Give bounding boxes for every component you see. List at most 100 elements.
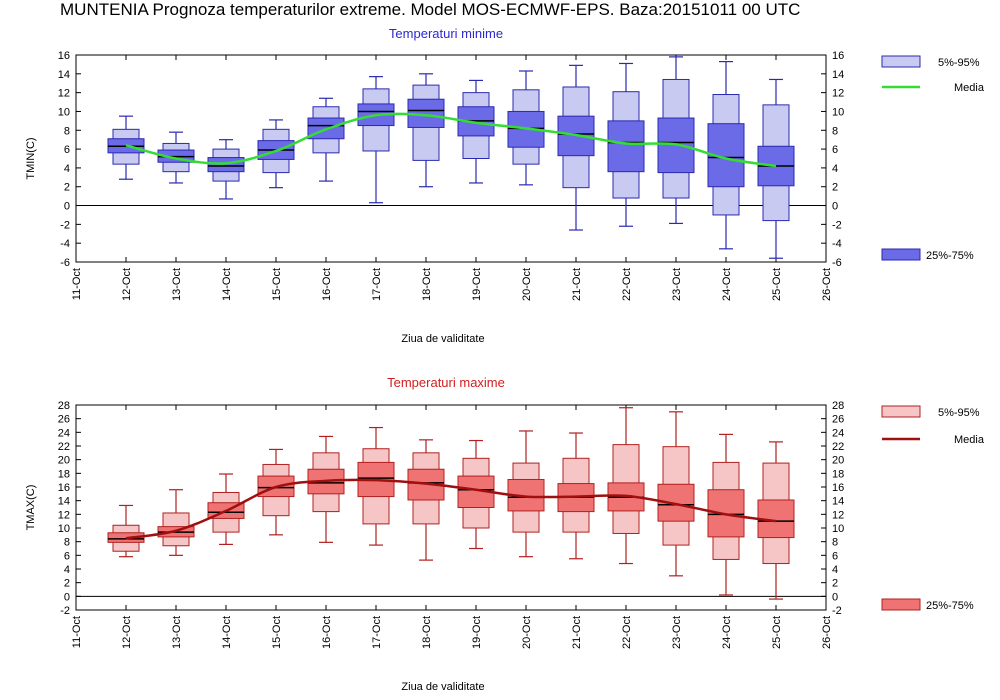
y-tick-label-right: 16 [832, 50, 844, 62]
x-tick-label: 17-Oct [371, 268, 383, 301]
y-tick-label-left: 18 [58, 468, 70, 480]
y-tick-label-left: 16 [58, 50, 70, 62]
x-tick-label: 24-Oct [721, 268, 733, 301]
y-tick-label-left: 12 [58, 509, 70, 521]
y-tick-label-right: 14 [832, 69, 844, 81]
y-axis-label: TMIN(C) [25, 137, 37, 179]
page-title: MUNTENIA Prognoza temperaturilor extreme… [60, 0, 801, 19]
x-tick-label: 17-Oct [371, 616, 383, 649]
y-tick-label-right: -6 [832, 257, 842, 269]
x-tick-label: 19-Oct [471, 616, 483, 649]
x-axis-label: Ziua de validitate [401, 333, 484, 345]
y-tick-label-right: 4 [832, 564, 838, 576]
y-tick-label-left: 24 [58, 427, 70, 439]
x-tick-label: 22-Oct [621, 616, 633, 649]
x-tick-label: 15-Oct [271, 268, 283, 301]
y-tick-label-right: 16 [832, 482, 844, 494]
y-tick-label-left: -6 [60, 257, 70, 269]
x-tick-label: 13-Oct [171, 268, 183, 301]
y-tick-label-left: 14 [58, 496, 70, 508]
y-tick-label-left: 2 [64, 182, 70, 194]
y-tick-label-right: -2 [832, 219, 842, 231]
x-tick-label: 14-Oct [221, 616, 233, 649]
y-tick-label-left: 0 [64, 591, 70, 603]
y-tick-label-left: 4 [64, 564, 70, 576]
x-tick-label: 18-Oct [421, 268, 433, 301]
y-tick-label-right: 8 [832, 125, 838, 137]
y-tick-label-right: 0 [832, 201, 838, 213]
y-tick-label-right: 12 [832, 509, 844, 521]
media-series-line [125, 478, 777, 540]
plot-frame [75, 404, 827, 611]
legend-label-media: Media [954, 82, 985, 94]
x-tick-label: 23-Oct [671, 616, 683, 649]
x-tick-label: 15-Oct [271, 616, 283, 649]
y-tick-label-right: 20 [832, 455, 844, 467]
y-tick-label-left: 28 [58, 400, 70, 412]
tmin-title: Temperaturi minime [389, 26, 503, 41]
x-tick-label: 22-Oct [621, 268, 633, 301]
x-tick-label: 14-Oct [221, 268, 233, 301]
x-tick-label: 20-Oct [521, 268, 533, 301]
box-25-75 [607, 120, 645, 173]
x-tick-label: 11-Oct [71, 616, 83, 648]
y-tick-label-right: 6 [832, 550, 838, 562]
y-tick-label-right: 4 [832, 163, 838, 175]
y-tick-label-left: 8 [64, 125, 70, 137]
legend-label-25-75: 25%-75% [926, 250, 974, 262]
y-tick-label-left: -2 [60, 605, 70, 617]
legend-swatch-25-75 [881, 248, 921, 261]
y-tick-label-left: 8 [64, 537, 70, 549]
legend-label-5-95: 5%-95% [938, 57, 980, 69]
y-tick-label-left: 26 [58, 414, 70, 426]
y-tick-label-right: -4 [832, 238, 842, 250]
y-tick-label-right: 18 [832, 468, 844, 480]
legend-label-media: Media [954, 434, 985, 446]
y-tick-label-left: 22 [58, 441, 70, 453]
x-tick-label: 19-Oct [471, 268, 483, 301]
x-tick-label: 26-Oct [821, 616, 833, 649]
x-tick-label: 25-Oct [771, 268, 783, 301]
x-tick-label: 25-Oct [771, 616, 783, 649]
y-tick-label-left: 10 [58, 523, 70, 535]
y-tick-label-right: 8 [832, 537, 838, 549]
y-tick-label-right: 24 [832, 427, 844, 439]
y-tick-label-left: 10 [58, 106, 70, 118]
y-tick-label-right: 0 [832, 591, 838, 603]
y-tick-label-left: 6 [64, 144, 70, 156]
y-axis-label: TMAX(C) [25, 485, 37, 531]
legend-swatch-5-95 [881, 405, 921, 418]
legend-label-5-95: 5%-95% [938, 407, 980, 419]
y-tick-label-right: 14 [832, 496, 844, 508]
legend-swatch-5-95 [881, 55, 921, 68]
y-tick-label-right: 28 [832, 400, 844, 412]
plot-frame [75, 54, 827, 263]
x-tick-label: 26-Oct [821, 268, 833, 301]
y-tick-label-right: 26 [832, 414, 844, 426]
x-tick-label: 18-Oct [421, 616, 433, 649]
y-tick-label-left: 6 [64, 550, 70, 562]
y-tick-label-left: 16 [58, 482, 70, 494]
y-tick-label-left: -4 [60, 238, 70, 250]
y-tick-label-right: 22 [832, 441, 844, 453]
tmin-panel: Temperaturi minime -6 -6 -4 -4 -2 -2 0 0 2 2 4 4 6 6 8 8… [25, 26, 985, 345]
x-axis-label: Ziua de validitate [401, 681, 484, 693]
x-tick-label: 16-Oct [321, 616, 333, 649]
y-tick-label-right: 10 [832, 106, 844, 118]
x-tick-label: 23-Oct [671, 268, 683, 301]
y-tick-label-right: -2 [832, 605, 842, 617]
legend-swatch-25-75 [881, 598, 921, 611]
x-tick-label: 21-Oct [571, 268, 583, 301]
legend-label-25-75: 25%-75% [926, 600, 974, 612]
y-tick-label-right: 6 [832, 144, 838, 156]
x-tick-label: 16-Oct [321, 268, 333, 301]
y-tick-label-right: 2 [832, 182, 838, 194]
y-tick-label-left: 12 [58, 88, 70, 100]
x-tick-label: 24-Oct [721, 616, 733, 649]
y-tick-label-left: 0 [64, 201, 70, 213]
y-tick-label-right: 12 [832, 88, 844, 100]
x-tick-label: 20-Oct [521, 616, 533, 649]
y-tick-label-left: -2 [60, 219, 70, 231]
y-tick-label-left: 2 [64, 578, 70, 590]
